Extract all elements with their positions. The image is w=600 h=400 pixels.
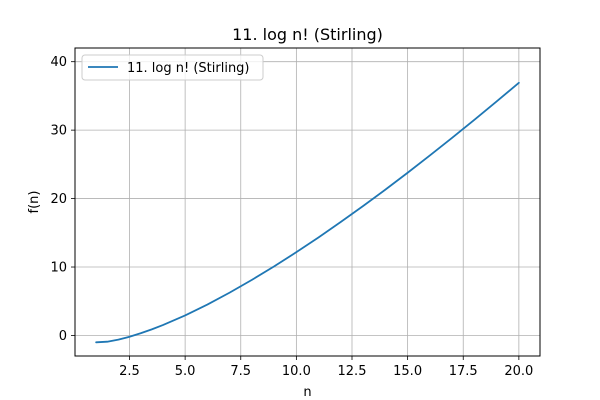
legend-entry-label: 11. log n! (Stirling): [127, 61, 250, 76]
x-tick-label: 20.0: [504, 364, 533, 379]
x-tick-label: 10.0: [282, 364, 311, 379]
series-line: [95, 81, 520, 344]
y-tick-label: 40: [50, 55, 67, 70]
x-tick-label: 2.5: [119, 364, 140, 379]
x-tick-label: 12.5: [338, 364, 367, 379]
y-axis-label: f(n): [27, 191, 42, 214]
legend-box: [81, 54, 264, 81]
y-tick-label: 30: [50, 124, 67, 139]
chart-title: 11. log n! (Stirling): [232, 25, 383, 44]
legend: 11. log n! (Stirling): [81, 54, 264, 81]
x-tick-label: 5.0: [175, 364, 196, 379]
grid: [75, 48, 540, 356]
x-tick-label: 17.5: [449, 364, 478, 379]
x-tick-label: 7.5: [230, 364, 251, 379]
y-tick-label: 0: [59, 329, 67, 344]
y-tick-label: 20: [50, 192, 67, 207]
y-tick-label: 10: [50, 261, 67, 276]
x-tick-label: 15.0: [393, 364, 422, 379]
x-axis-label: n: [303, 385, 311, 400]
series-layer: [95, 81, 520, 344]
x-axis-ticks: 2.5 5.0 7.5 10.0 12.5 15.0 17.5 20.0: [119, 356, 533, 379]
y-axis-ticks: 0 10 20 30 40: [50, 55, 75, 344]
plot-frame: [74, 47, 541, 357]
